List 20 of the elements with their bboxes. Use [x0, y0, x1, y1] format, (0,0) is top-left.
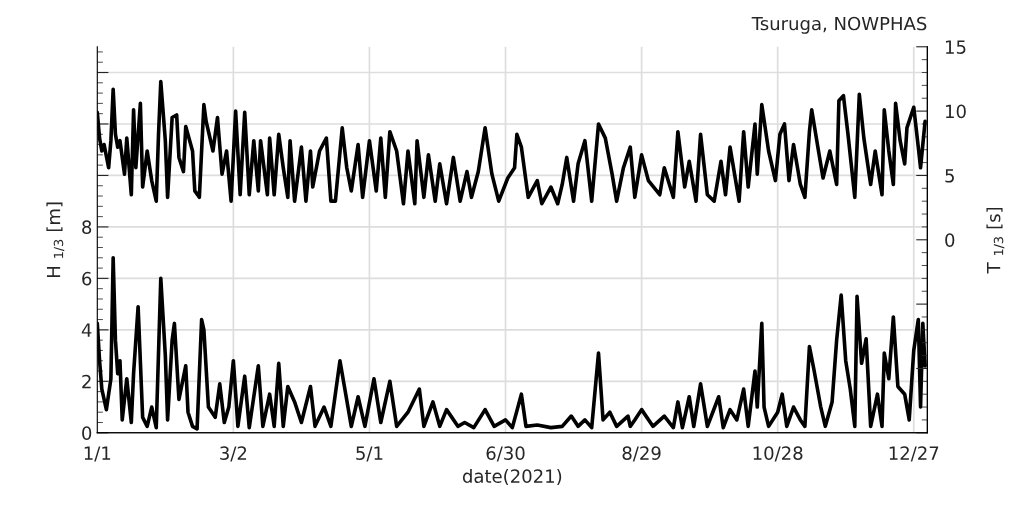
x-axis-title: date(2021): [462, 469, 562, 486]
y2-tick-label: 5: [945, 169, 954, 183]
y-tick-label: 2: [82, 374, 91, 389]
y-tick-label: 6: [82, 271, 92, 286]
y-tick-label: 0: [82, 426, 92, 440]
x-tick-label: 10/28: [753, 446, 803, 462]
y2-tick-label: 0: [945, 233, 955, 247]
x-tick-label: 12/27: [889, 446, 939, 462]
y-tick-label: 8: [82, 220, 92, 235]
y-axis-title: H $_{1/3}$ [m]: [46, 202, 65, 277]
x-tick-label: 1/1: [84, 446, 111, 462]
x-tick-label: 6/30: [486, 446, 525, 462]
y2-axis-title: T $_{1/3}$ [s]: [986, 207, 1005, 274]
y-tick-label: 4: [81, 323, 92, 337]
x-tick-label: 3/2: [220, 446, 247, 462]
x-tick-label: 5/1: [356, 446, 383, 462]
y2-tick-label: 15: [946, 40, 966, 54]
x-tick-label: 8/29: [622, 446, 661, 462]
y2-tick-label: 10: [946, 104, 966, 119]
chart-title: Tsuruga, NOWPHAS: [751, 16, 927, 34]
